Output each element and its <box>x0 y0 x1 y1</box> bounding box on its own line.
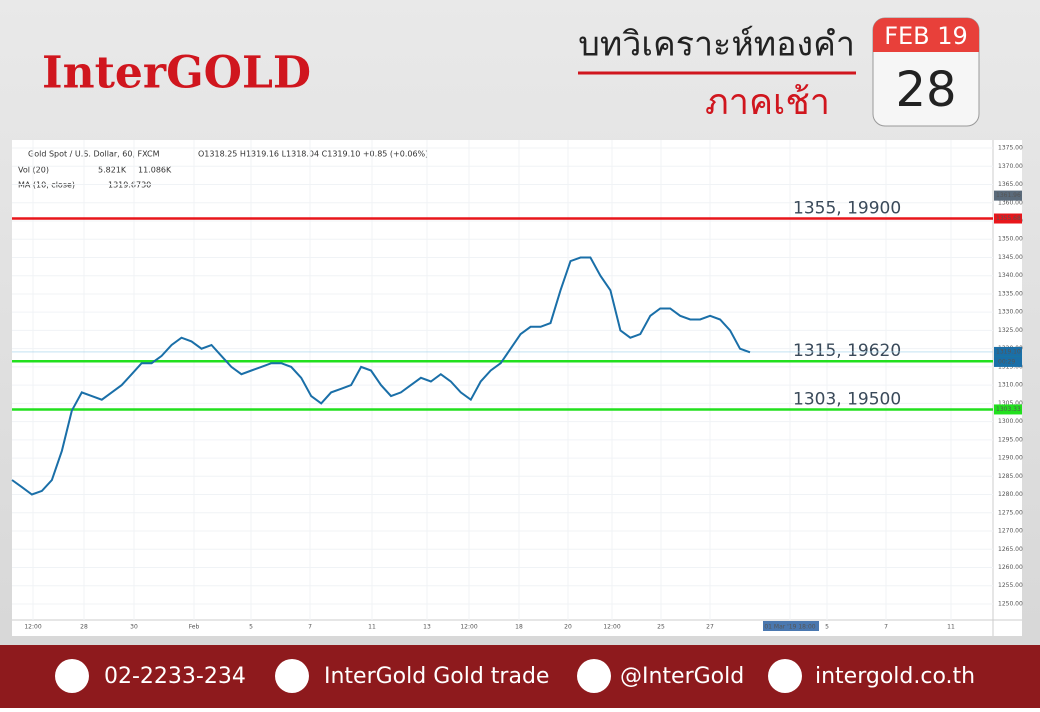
y-tick-label: 1255.00 <box>998 582 1023 589</box>
y-tick-label: 1360.00 <box>998 199 1023 206</box>
x-tick-label: Feb <box>189 624 200 631</box>
facebook-icon <box>275 659 309 693</box>
y-tick-label: 1325.00 <box>998 327 1023 334</box>
price-tag <box>994 346 1022 357</box>
price-tag-label: 1361.96 <box>996 192 1021 199</box>
y-tick-label: 1350.00 <box>998 236 1023 243</box>
y-tick-label: 1270.00 <box>998 528 1023 535</box>
chart-panel <box>12 140 1022 636</box>
price-tag-label: 1319.10 <box>996 348 1021 355</box>
y-tick-label: 1295.00 <box>998 436 1023 443</box>
x-tick-label: 28 <box>80 624 88 631</box>
y-tick-label: 1345.00 <box>998 254 1023 261</box>
web-icon <box>768 659 802 693</box>
symbol: Gold Spot / U.S. Dollar, 60, FXCM <box>28 150 160 159</box>
x-tick-label: 18 <box>515 624 523 631</box>
phone: 02-2233-234 <box>104 664 246 689</box>
level-label: 1303, 19500 <box>793 389 901 409</box>
x-tick-label: 5 <box>825 624 829 631</box>
x-tick-label: 7 <box>884 624 888 631</box>
y-tick-label: 1300.00 <box>998 418 1023 425</box>
time-tag <box>763 621 819 631</box>
y-tick-label: 1265.00 <box>998 546 1023 553</box>
y-tick-label: 1285.00 <box>998 473 1023 480</box>
facebook: InterGold Gold trade <box>324 664 549 689</box>
level-tag-label: 1303.33 <box>996 406 1021 413</box>
x-tick-label: 12:00 <box>603 624 620 631</box>
calendar-day: 28 <box>895 62 956 118</box>
price-line <box>11 256 751 496</box>
y-tick-label: 1330.00 <box>998 309 1023 316</box>
phone-icon <box>55 659 89 693</box>
y-tick-label: 1250.00 <box>998 600 1023 607</box>
level-tag <box>994 213 1022 224</box>
price-tag <box>994 190 1022 201</box>
y-tick-label: 1280.00 <box>998 491 1023 498</box>
y-tick-label: 1335.00 <box>998 290 1023 297</box>
vol-avg: 11.086K <box>138 166 172 175</box>
vol-value: 5.821K <box>98 166 127 175</box>
website: intergold.co.th <box>815 664 975 689</box>
y-tick-label: 1340.00 <box>998 272 1023 279</box>
y-tick-label: 1275.00 <box>998 509 1023 516</box>
ohlc: O1318.25 H1319.16 L1318.04 C1319.10 +0.8… <box>198 150 428 159</box>
x-tick-label: 7 <box>308 624 312 631</box>
calendar-top <box>873 18 979 52</box>
x-tick-label: 11 <box>947 624 955 631</box>
time-tag <box>994 356 1022 367</box>
title: บทวิเคราะห์ทองคำ <box>578 25 855 65</box>
x-tick-label: 30 <box>130 624 138 631</box>
x-tick-label: 13 <box>423 624 431 631</box>
y-tick-label: 1305.00 <box>998 400 1023 407</box>
x-tick-label: 25 <box>657 624 665 631</box>
y-tick-label: 1290.00 <box>998 455 1023 462</box>
x-tick-label: 5 <box>249 624 253 631</box>
x-tick-label: 20 <box>564 624 572 631</box>
line-id: @InterGold <box>620 664 744 689</box>
x-tick-label: 27 <box>706 624 714 631</box>
level-tag <box>994 404 1022 415</box>
level-label: 1315, 19620 <box>793 341 901 361</box>
y-tick-label: 1260.00 <box>998 564 1023 571</box>
y-tick-label: 1310.00 <box>998 382 1023 389</box>
x-tick-label: 11 <box>368 624 376 631</box>
level-label: 1355, 19900 <box>793 199 901 219</box>
x-tick-label: 12:00 <box>460 624 477 631</box>
time-tag-label: 00:29 <box>998 358 1015 365</box>
footer <box>0 645 1040 708</box>
calendar-month: FEB 19 <box>884 22 968 50</box>
line-icon <box>577 659 611 693</box>
y-tick-label: 1375.00 <box>998 145 1023 152</box>
x-tick-label: 01 Mar '19 18:00 <box>764 624 815 631</box>
x-tick-label: 12:00 <box>24 624 41 631</box>
y-tick-label: 1365.00 <box>998 181 1023 188</box>
brand: InterGOLD <box>42 48 311 99</box>
level-tag-label: 1355.68 <box>996 215 1021 222</box>
y-tick-label: 1370.00 <box>998 163 1023 170</box>
subtitle: ภาคเช้า <box>705 82 830 123</box>
